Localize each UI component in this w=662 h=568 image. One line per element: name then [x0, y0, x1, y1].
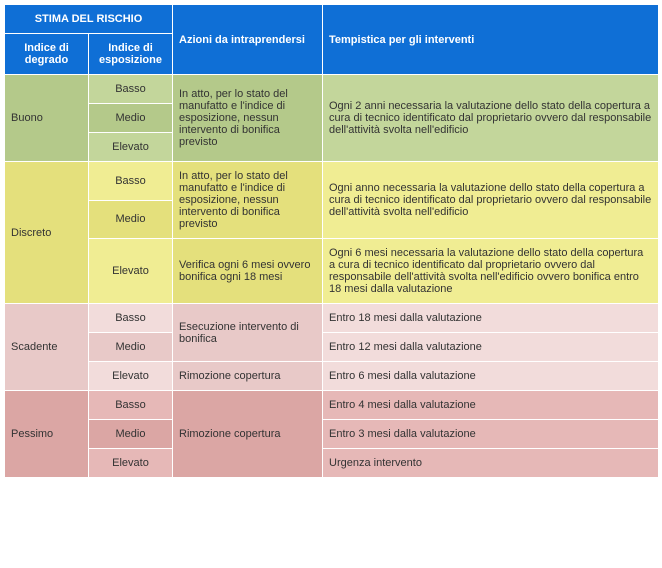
esposiz-scadente-basso: Basso [89, 304, 173, 333]
header-stima: STIMA DEL RISCHIO [5, 5, 173, 34]
esposiz-discreto-basso: Basso [89, 162, 173, 201]
esposiz-pessimo-elevato: Elevato [89, 449, 173, 478]
tempi-scadente-b: Entro 18 mesi dalla valutazione [323, 304, 659, 333]
tempi-scadente-m: Entro 12 mesi dalla valutazione [323, 333, 659, 362]
degrado-scadente: Scadente [5, 304, 89, 391]
degrado-pessimo: Pessimo [5, 391, 89, 478]
header-azioni: Azioni da intraprendersi [173, 5, 323, 75]
tempi-buono: Ogni 2 anni necessaria la valutazione de… [323, 75, 659, 162]
azioni-discreto-1: In atto, per lo stato del manufatto e l'… [173, 162, 323, 239]
esposiz-scadente-medio: Medio [89, 333, 173, 362]
esposiz-discreto-elevato: Elevato [89, 239, 173, 304]
azioni-pessimo: Rimozione copertura [173, 391, 323, 478]
azioni-discreto-2: Verifica ogni 6 mesi ovvero bonifica ogn… [173, 239, 323, 304]
risk-table: STIMA DEL RISCHIO Azioni da intraprender… [4, 4, 659, 478]
degrado-discreto: Discreto [5, 162, 89, 304]
tempi-pessimo-b: Entro 4 mesi dalla valutazione [323, 391, 659, 420]
azioni-scadente-2: Rimozione copertura [173, 362, 323, 391]
degrado-buono: Buono [5, 75, 89, 162]
esposiz-buono-medio: Medio [89, 104, 173, 133]
tempi-discreto-1: Ogni anno necessaria la valutazione dell… [323, 162, 659, 239]
tempi-pessimo-e: Urgenza intervento [323, 449, 659, 478]
tempi-scadente-e: Entro 6 mesi dalla valutazione [323, 362, 659, 391]
tempi-discreto-2: Ogni 6 mesi necessaria la valutazione de… [323, 239, 659, 304]
tempi-pessimo-m: Entro 3 mesi dalla valutazione [323, 420, 659, 449]
azioni-buono: In atto, per lo stato del manufatto e l'… [173, 75, 323, 162]
esposiz-buono-basso: Basso [89, 75, 173, 104]
esposiz-pessimo-medio: Medio [89, 420, 173, 449]
header-esposizione: Indice di esposizione [89, 34, 173, 75]
header-degrado: Indice di degrado [5, 34, 89, 75]
esposiz-buono-elevato: Elevato [89, 133, 173, 162]
esposiz-scadente-elevato: Elevato [89, 362, 173, 391]
azioni-scadente-1: Esecuzione intervento di bonifica [173, 304, 323, 362]
header-tempistica: Tempistica per gli interventi [323, 5, 659, 75]
esposiz-pessimo-basso: Basso [89, 391, 173, 420]
esposiz-discreto-medio: Medio [89, 200, 173, 239]
